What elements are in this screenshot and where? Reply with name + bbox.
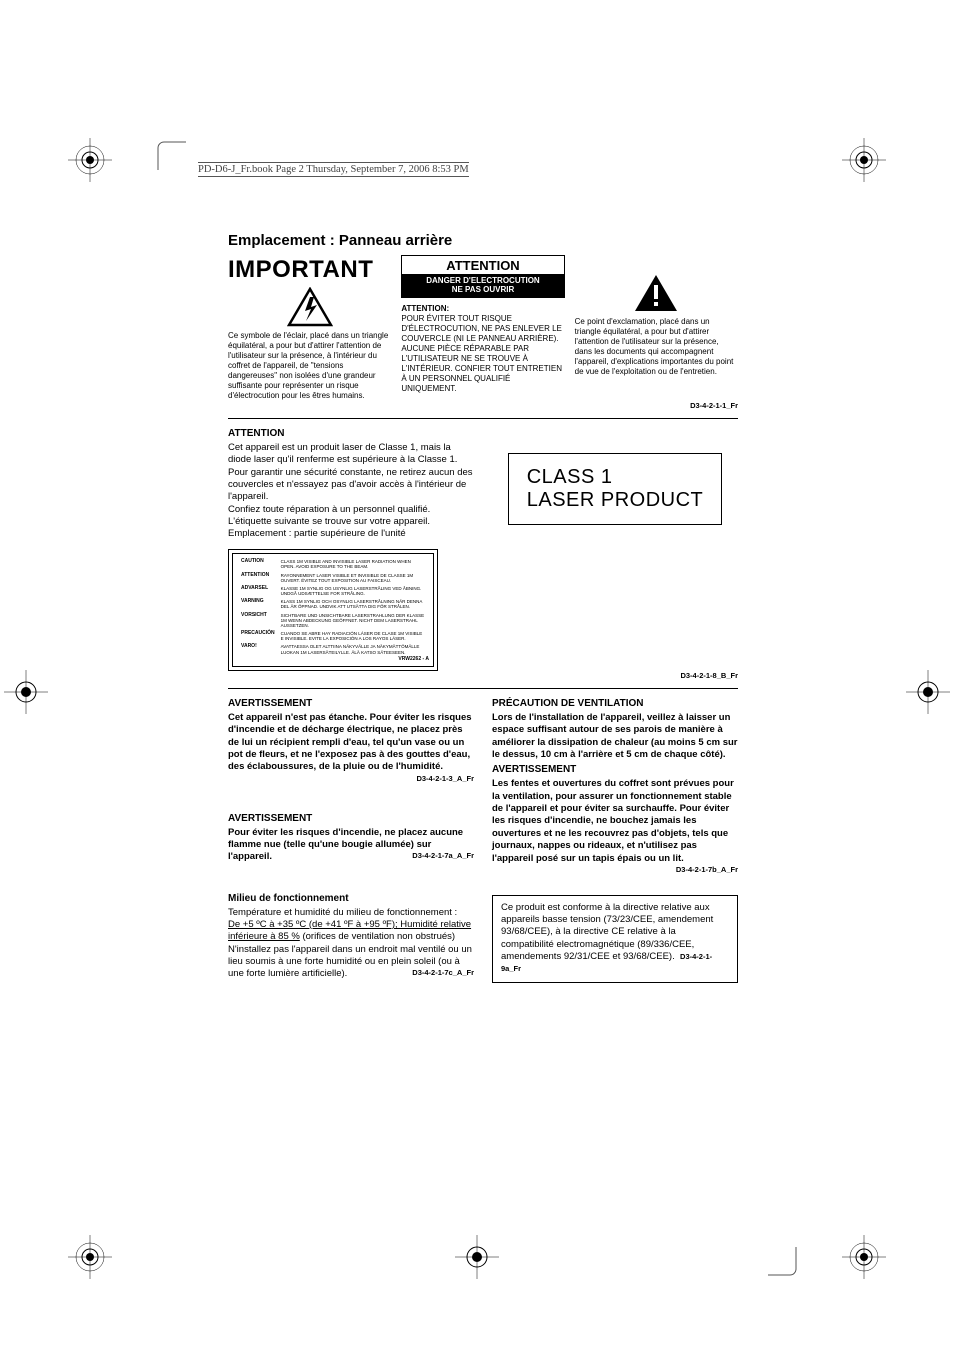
class1-l1: CLASS 1 xyxy=(527,466,613,488)
laser-p2: Confiez toute réparation à un personnel … xyxy=(228,504,474,516)
laser-row: ATTENTION Cet appareil est un produit la… xyxy=(228,427,738,671)
reg-mark xyxy=(842,138,886,182)
page-content: Emplacement : Panneau arrière IMPORTANT … xyxy=(228,232,738,983)
reg-mark xyxy=(68,138,112,182)
warn-label-code: VRW2262 - A xyxy=(237,657,429,663)
vent-body2: Les fentes et ouvertures du coffret sont… xyxy=(492,778,734,863)
col3-text: Ce point d'exclamation, placé dans un tr… xyxy=(575,317,738,377)
attention-l1: DANGER D'ELECTROCUTION xyxy=(426,276,539,285)
class1-box: CLASS 1 LASER PRODUCT xyxy=(508,453,723,525)
attention-l2: NE PAS OUVRIR xyxy=(452,285,515,294)
class1-l2: LASER PRODUCT xyxy=(527,489,704,511)
attention-black: DANGER D'ELECTROCUTION NE PAS OUVRIR xyxy=(402,274,563,296)
corner-mark xyxy=(766,1245,798,1277)
divider xyxy=(228,418,738,419)
doc-header: PD-D6-J_Fr.book Page 2 Thursday, Septemb… xyxy=(198,162,469,177)
ref-code: D3-4-2-1-7b_A_Fr xyxy=(676,865,738,875)
laser-head: ATTENTION xyxy=(228,427,474,440)
ce-box: Ce produit est conforme à la directive r… xyxy=(492,895,738,983)
col-exclaim: Ce point d'exclamation, placé dans un tr… xyxy=(575,255,738,377)
lower-columns: AVERTISSEMENT Cet appareil n'est pas éta… xyxy=(228,697,738,983)
col2-head: ATTENTION: xyxy=(401,304,564,314)
laser-p3: L'étiquette suivante se trouve sur votre… xyxy=(228,516,474,528)
vent-body: Lors de l'installation de l'appareil, ve… xyxy=(492,712,738,761)
reg-mark xyxy=(906,670,950,714)
milieu-head: Milieu de fonctionnement xyxy=(228,892,474,905)
attention-box: ATTENTION DANGER D'ELECTROCUTION NE PAS … xyxy=(401,255,564,298)
reg-mark xyxy=(455,1235,499,1279)
right-lower-col: PRÉCAUTION DE VENTILATION Lors de l'inst… xyxy=(492,697,738,983)
av1-body: Cet appareil n'est pas étanche. Pour évi… xyxy=(228,712,472,772)
ref-code: D3-4-2-1-3_A_Fr xyxy=(416,774,474,784)
av2-head: AVERTISSEMENT xyxy=(228,812,474,825)
bolt-triangle-icon xyxy=(287,287,333,327)
milieu-l1: Température et humidité du milieu de fon… xyxy=(228,907,457,918)
col1-text: Ce symbole de l'éclair, placé dans un tr… xyxy=(228,331,391,401)
warn-label-table: CAUTIONCLASS 1M VISIBLE AND INVISIBLE LA… xyxy=(237,557,429,658)
reg-mark xyxy=(68,1235,112,1279)
attention-title: ATTENTION xyxy=(402,256,563,274)
col-attention-box: ATTENTION DANGER D'ELECTROCUTION NE PAS … xyxy=(401,255,564,394)
important-heading: IMPORTANT xyxy=(228,255,391,285)
warning-triptych: IMPORTANT Ce symbole de l'éclair, placé … xyxy=(228,255,738,401)
laser-p1: Cet appareil est un produit laser de Cla… xyxy=(228,442,474,504)
vent-head: PRÉCAUTION DE VENTILATION xyxy=(492,697,738,710)
class1-box-col: CLASS 1 LASER PRODUCT xyxy=(492,427,738,671)
milieu-body: Température et humidité du milieu de fon… xyxy=(228,907,474,981)
ref-code: D3-4-2-1-7a_A_Fr xyxy=(412,851,474,861)
col2-text: POUR ÉVITER TOUT RISQUE D'ÉLECTROCUTION,… xyxy=(401,314,564,394)
divider xyxy=(228,688,738,689)
laser-text-col: ATTENTION Cet appareil est un produit la… xyxy=(228,427,474,671)
section-title: Emplacement : Panneau arrière xyxy=(228,232,738,249)
col-bolt: IMPORTANT Ce symbole de l'éclair, placé … xyxy=(228,255,391,401)
ref-code: D3-4-2-1-1_Fr xyxy=(228,401,738,410)
av1-head: AVERTISSEMENT xyxy=(228,697,474,710)
corner-mark xyxy=(156,140,188,172)
multilang-warn-label: CAUTIONCLASS 1M VISIBLE AND INVISIBLE LA… xyxy=(228,549,438,671)
laser-p4: Emplacement : partie supérieure de l'uni… xyxy=(228,528,474,540)
reg-mark xyxy=(4,670,48,714)
exclaim-triangle-icon xyxy=(633,273,679,313)
left-lower-col: AVERTISSEMENT Cet appareil n'est pas éta… xyxy=(228,697,474,983)
ref-code: D3-4-2-1-7c_A_Fr xyxy=(412,968,474,978)
reg-mark xyxy=(842,1235,886,1279)
vent-head2: AVERTISSEMENT xyxy=(492,763,738,776)
ref-code: D3-4-2-1-8_B_Fr xyxy=(228,671,738,680)
